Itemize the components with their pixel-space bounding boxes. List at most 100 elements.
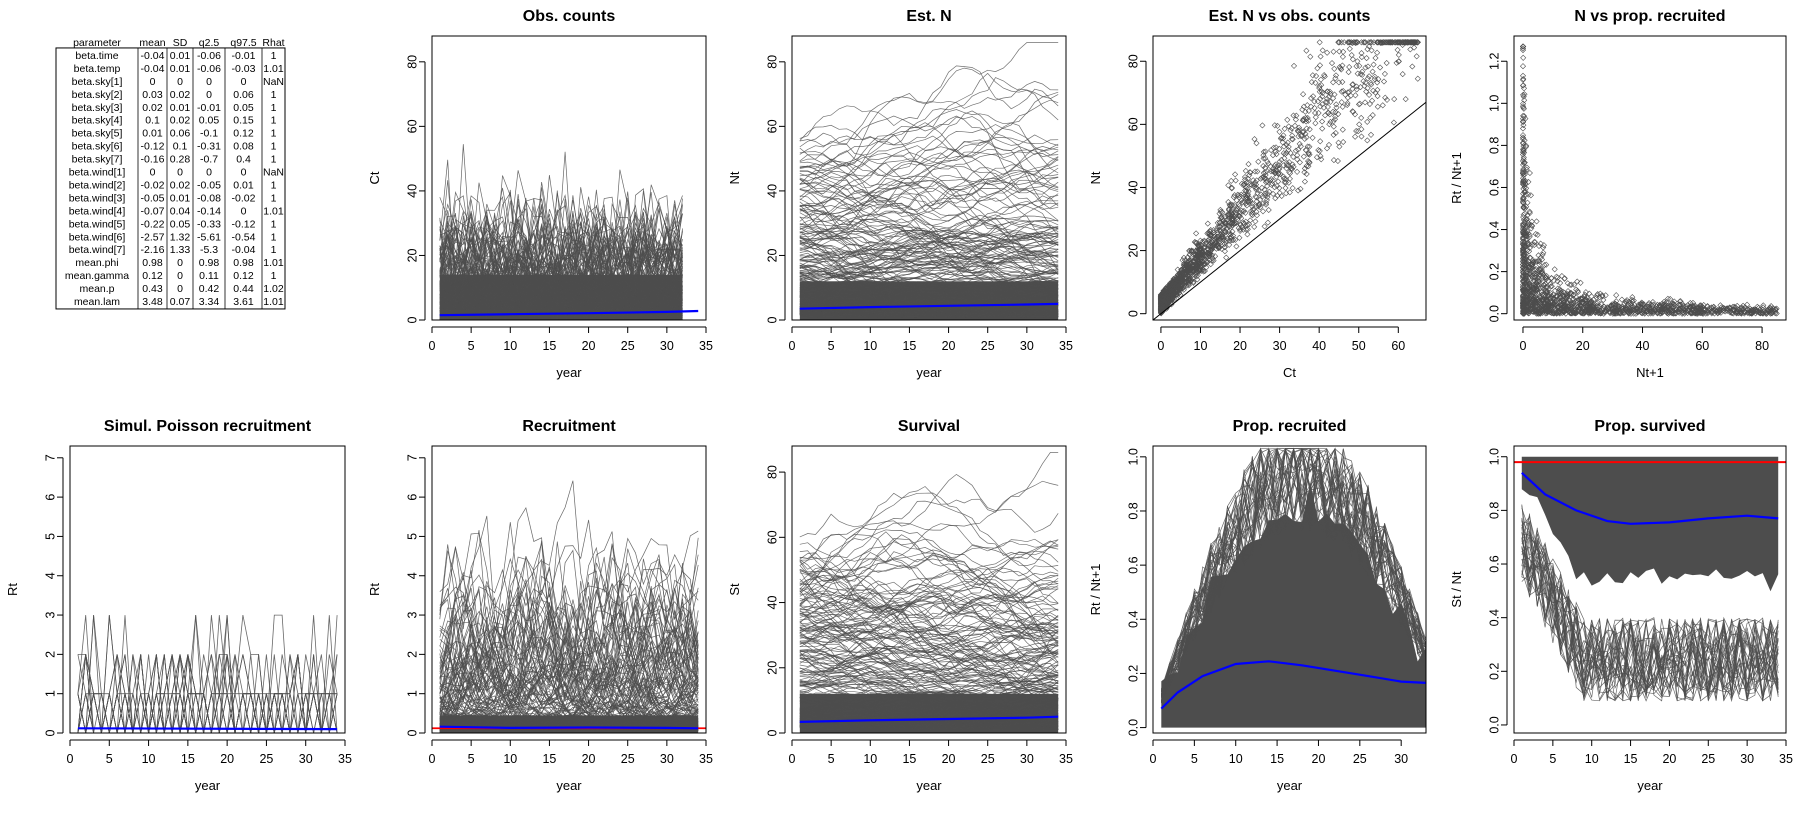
scatter-point	[1544, 284, 1551, 291]
x-tick-label: 35	[1779, 752, 1793, 766]
scatter-point	[1339, 126, 1346, 133]
scatter-point	[1190, 279, 1197, 286]
scatter-point	[1365, 43, 1373, 50]
scatter-point	[1219, 216, 1226, 223]
scatter-point	[1409, 39, 1416, 46]
series-line	[1161, 448, 1426, 692]
scatter-point	[1362, 99, 1369, 106]
scatter-point	[1537, 254, 1544, 261]
scatter-point	[1542, 284, 1549, 291]
series-line	[439, 295, 683, 320]
scatter-point	[1358, 114, 1365, 121]
scatter-point	[1304, 102, 1311, 109]
scatter-point	[1206, 238, 1213, 245]
scatter-point	[1519, 103, 1527, 110]
scatter-point	[1246, 195, 1253, 202]
scatter-point	[1738, 306, 1745, 313]
scatter-point	[1660, 303, 1668, 310]
scatter-point	[1519, 125, 1527, 132]
scatter-point	[1238, 180, 1245, 187]
scatter-point	[1349, 81, 1357, 88]
scatter-point	[1256, 196, 1264, 203]
scatter-point	[1335, 110, 1342, 118]
scatter-point	[1236, 202, 1243, 209]
scatter-point	[1305, 151, 1312, 158]
series-line	[439, 307, 683, 320]
y-tick-label: 0	[1126, 310, 1140, 317]
scatter-point	[1383, 96, 1391, 103]
scatter-point	[1532, 274, 1539, 281]
scatter-point	[1554, 285, 1561, 292]
scatter-point	[1656, 301, 1663, 308]
scatter-point	[1520, 252, 1527, 259]
y-axis-label: Nt	[727, 171, 742, 184]
scatter-point	[1330, 123, 1337, 130]
scatter-point	[1251, 223, 1258, 230]
scatter-point	[1414, 75, 1421, 82]
y-axis-label: Ct	[367, 171, 382, 184]
scatter-point	[1337, 65, 1344, 72]
scatter-point	[1666, 309, 1673, 316]
scatter-point	[1529, 305, 1536, 313]
scatter-point	[1519, 132, 1527, 139]
scatter-point	[1158, 303, 1165, 310]
scatter-point	[1242, 209, 1249, 216]
series-line	[799, 148, 1059, 211]
scatter-point	[1228, 206, 1235, 213]
scatter-point	[1228, 177, 1235, 184]
scatter-point	[1241, 220, 1248, 227]
scatter-point	[1285, 179, 1292, 186]
x-tick-label: 0	[1511, 752, 1518, 766]
scatter-point	[1357, 71, 1364, 78]
scatter-point	[1542, 304, 1549, 311]
scatter-point	[1366, 91, 1373, 98]
scatter-point	[1262, 169, 1269, 176]
scatter-point	[1209, 244, 1216, 251]
series-line	[439, 234, 683, 306]
scatter-point	[1236, 194, 1243, 201]
scatter-point	[1593, 308, 1600, 315]
scatter-point	[1276, 158, 1283, 165]
scatter-point	[1234, 191, 1241, 198]
series-line	[799, 538, 1059, 635]
series-line	[799, 666, 1059, 686]
table-cell: beta.wind[4]	[69, 205, 126, 217]
scatter-point	[1205, 236, 1213, 243]
scatter-point	[1700, 306, 1707, 313]
scatter-point	[1368, 39, 1375, 46]
scatter-point	[1571, 281, 1578, 288]
scatter-point	[1301, 135, 1308, 142]
series-line	[799, 137, 1059, 213]
scatter-point	[1308, 79, 1315, 86]
scatter-point	[1229, 232, 1237, 239]
scatter-point	[1189, 275, 1196, 282]
scatter-point	[1521, 308, 1528, 315]
series-line	[799, 591, 1059, 621]
x-axis-label: year	[916, 778, 942, 793]
scatter-point	[1374, 86, 1381, 93]
mean-trend-line	[799, 302, 1059, 310]
scatter-point	[1345, 69, 1352, 76]
scatter-point	[1521, 113, 1528, 120]
scatter-point	[1399, 39, 1407, 46]
scatter-point	[1276, 145, 1283, 152]
scatter-point	[1557, 279, 1564, 287]
scatter-point	[1567, 289, 1575, 296]
scatter-point	[1551, 310, 1558, 317]
x-tick-label: 20	[942, 339, 956, 353]
scatter-point	[1349, 108, 1356, 115]
scatter-point	[1523, 142, 1530, 149]
scatter-point	[1300, 153, 1307, 160]
table-cell: 0.05	[199, 115, 220, 127]
scatter-point	[1594, 291, 1601, 298]
scatter-point	[1242, 176, 1249, 183]
scatter-point	[1217, 206, 1224, 213]
series-line	[799, 203, 1059, 260]
y-tick-label: 0	[405, 729, 419, 736]
scatter-point	[1294, 168, 1301, 175]
series-line	[799, 534, 1059, 585]
panel-est-n-vs-counts: Est. N vs obs. counts Ct Nt 0 10 20 30 40 50 60 0 2…	[1088, 8, 1427, 380]
scatter-point	[1687, 304, 1694, 311]
scatter-point	[1521, 230, 1528, 237]
scatter-point	[1262, 164, 1269, 171]
